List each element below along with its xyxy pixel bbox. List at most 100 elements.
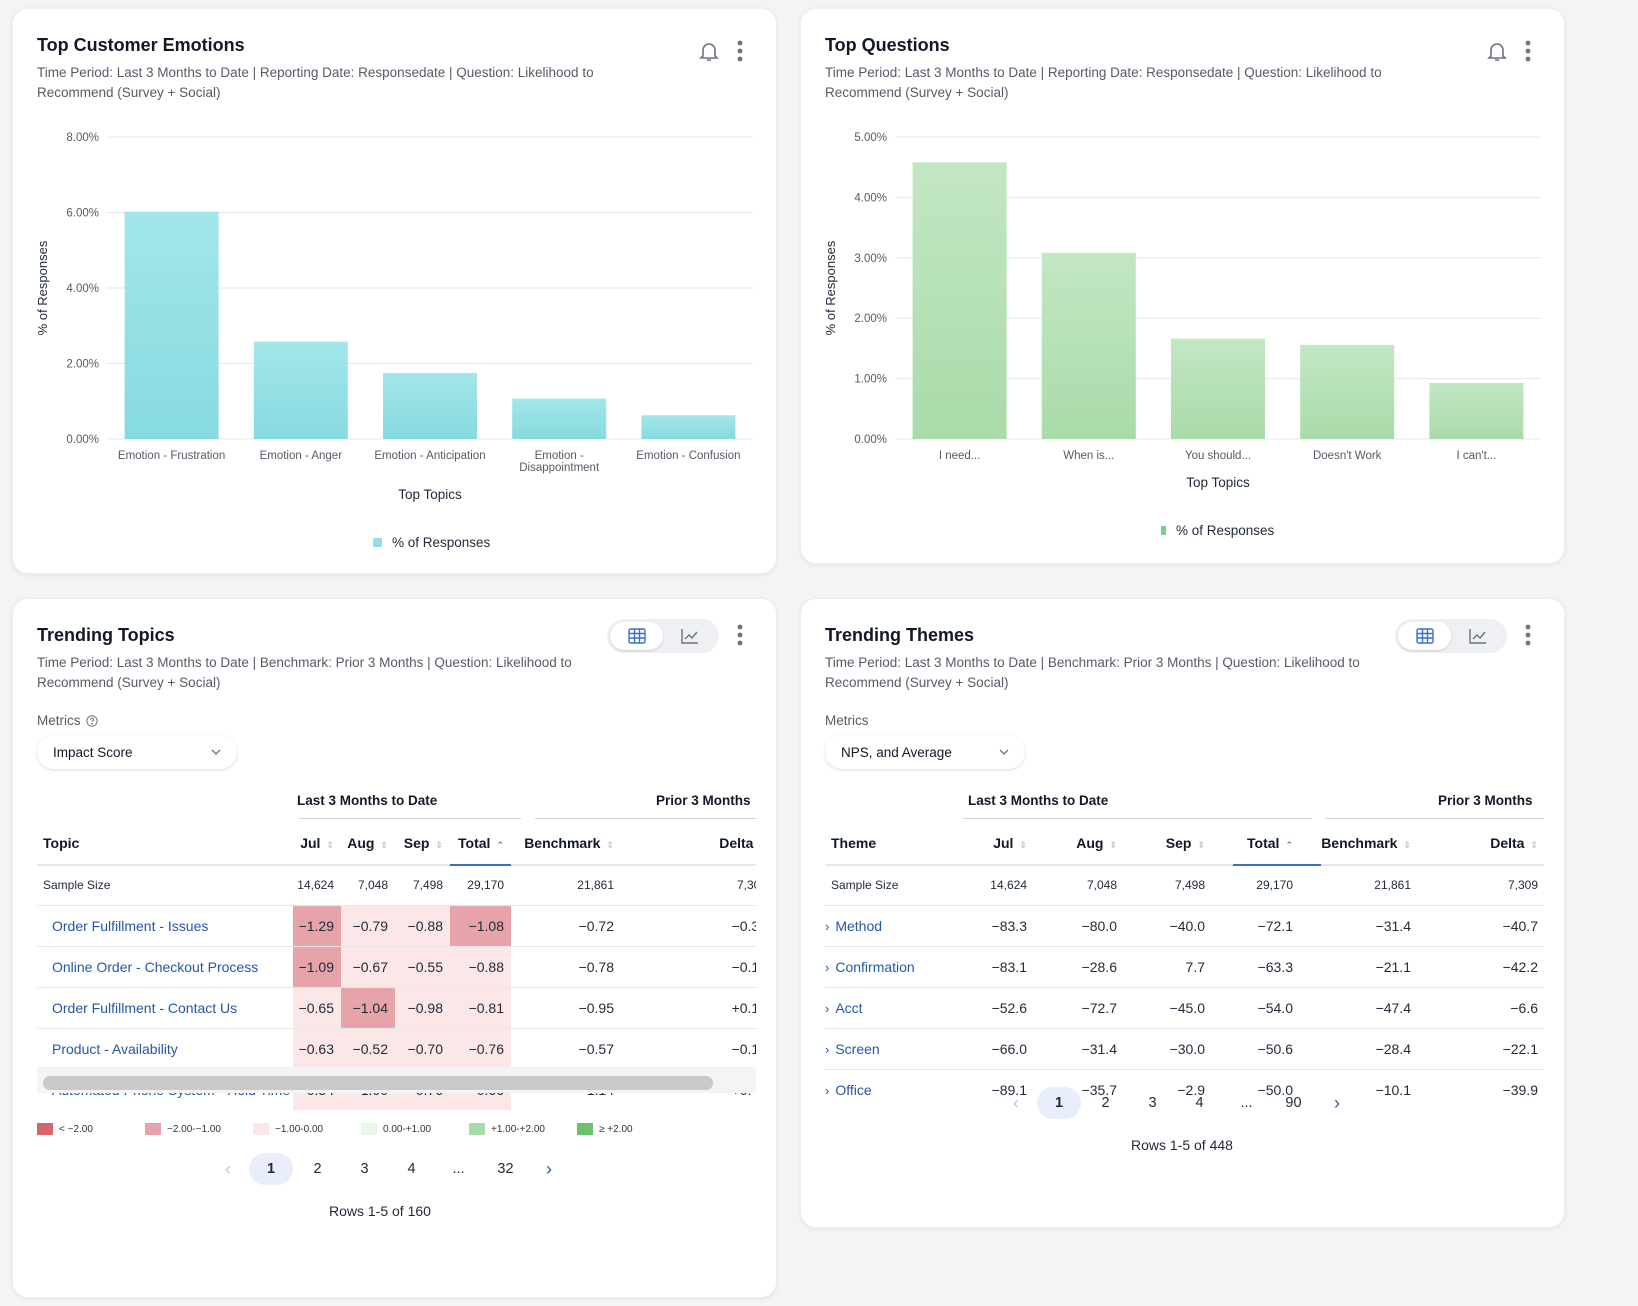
row-link[interactable]: Confirmation (835, 958, 915, 975)
column-header-total[interactable]: Total ⌃ (450, 821, 511, 866)
sort-icon[interactable]: ⇕ (1197, 839, 1205, 850)
y-tick-label: 4.00% (66, 283, 99, 295)
x-tick-label: I need... (939, 450, 981, 462)
bar[interactable] (253, 341, 348, 439)
metrics-dropdown[interactable]: NPS, and Average (825, 735, 1025, 769)
chevron-right-icon[interactable]: › (825, 1082, 830, 1098)
column-header-total[interactable]: Total ⌃ (1233, 821, 1321, 866)
column-header-delta[interactable]: Delta⇕ (1439, 821, 1544, 865)
chart-view-button[interactable] (1451, 622, 1504, 650)
chevron-left-icon[interactable]: ‹ (225, 1158, 231, 1179)
x-tick-label: I can't... (1456, 450, 1496, 462)
y-axis-label: % of Responses (823, 240, 838, 335)
sort-icon[interactable]: ⇕ (606, 839, 614, 850)
row-link[interactable]: Office (835, 1081, 872, 1098)
sort-icon[interactable]: ⇕ (326, 839, 334, 850)
bar[interactable] (912, 162, 1007, 440)
row-link[interactable]: Order Fulfillment - Contact Us (52, 999, 238, 1016)
bar[interactable] (1041, 252, 1136, 439)
more-vertical-icon[interactable] (1514, 621, 1542, 649)
bar[interactable] (1171, 338, 1265, 439)
page-button[interactable]: 4 (1195, 1095, 1204, 1111)
heatmap-legend-label: < −2.00 (59, 1123, 93, 1135)
bar[interactable] (1429, 382, 1524, 439)
column-header-delta[interactable]: Delta⇕ (628, 821, 756, 865)
heatmap-legend-item: −2.00-−1.00 (145, 1123, 253, 1135)
sort-ascending-icon[interactable]: ⌃ (1285, 839, 1293, 850)
sort-icon[interactable]: ⇕ (380, 839, 388, 850)
page-button[interactable]: 2 (1101, 1095, 1110, 1111)
sort-icon[interactable]: ⇕ (1019, 839, 1027, 850)
sort-icon[interactable]: ⇕ (1109, 839, 1117, 850)
trending-themes-table: Theme Jul ⇕ Aug ⇕ Sep ⇕ Total ⌃ Benchmark ⇕ Delta ⇕ … (825, 821, 1544, 1110)
page-button[interactable]: 1 (1037, 1087, 1081, 1119)
bar[interactable] (512, 398, 607, 439)
column-header-benchmark[interactable]: Benchmark ⇕ (511, 821, 628, 865)
value-cell: −1.04 (341, 986, 395, 1028)
page-button[interactable]: 1 (249, 1153, 293, 1185)
page-button[interactable]: 2 (313, 1161, 322, 1177)
more-vertical-icon[interactable] (1514, 37, 1542, 65)
value-cell: −0.78 (511, 945, 628, 987)
bar[interactable] (1300, 344, 1395, 439)
heatmap-legend-item: < −2.00 (37, 1123, 145, 1135)
page-button[interactable]: 32 (497, 1161, 514, 1177)
chevron-right-icon[interactable]: › (1334, 1092, 1340, 1113)
sort-icon[interactable]: ⇕ (435, 839, 443, 850)
bar[interactable] (641, 415, 736, 439)
column-header-jul[interactable]: Jul ⇕ (293, 821, 341, 865)
value-cell: −22.1 (1439, 1027, 1544, 1069)
chevron-right-icon[interactable]: › (825, 1041, 830, 1057)
value-cell: −21.1 (1321, 945, 1439, 987)
column-header-benchmark[interactable]: Benchmark ⇕ (1321, 821, 1439, 865)
horizontal-scrollbar[interactable] (43, 1076, 713, 1090)
chevron-left-icon[interactable]: ‹ (1013, 1092, 1019, 1113)
table-view-button[interactable] (610, 622, 663, 650)
sort-ascending-icon[interactable]: ⌃ (496, 839, 504, 850)
emotions-card: Top Customer Emotions Time Period: Last … (12, 8, 777, 574)
bar[interactable] (124, 211, 219, 439)
page-button[interactable]: 3 (360, 1161, 369, 1177)
value-cell: −0.88 (450, 945, 511, 987)
chevron-right-icon[interactable]: › (825, 1000, 830, 1016)
bell-icon[interactable] (695, 37, 723, 65)
metrics-dropdown[interactable]: Impact Score (37, 735, 237, 769)
page-button[interactable]: 4 (407, 1161, 416, 1177)
heatmap-legend-label: −1.00-0.00 (275, 1123, 324, 1135)
heatmap-legend-swatch (361, 1123, 377, 1135)
y-tick-label: 6.00% (66, 208, 99, 220)
column-header-sep[interactable]: Sep ⇕ (1145, 821, 1233, 865)
column-header-jul[interactable]: Jul ⇕ (975, 821, 1055, 865)
table-view-button[interactable] (1398, 622, 1451, 650)
x-axis-label: Top Topics (398, 487, 462, 502)
chart-view-button[interactable] (663, 622, 716, 650)
value-cell: −1.29 (293, 904, 341, 946)
row-link[interactable]: Acct (835, 999, 863, 1016)
sort-icon[interactable]: ⇕ (1403, 839, 1411, 850)
help-circle-icon[interactable] (85, 714, 98, 727)
row-link[interactable]: Order Fulfillment - Issues (52, 917, 209, 934)
column-header-sep[interactable]: Sep ⇕ (395, 821, 450, 865)
bar[interactable] (383, 372, 477, 439)
chevron-right-icon[interactable]: › (825, 918, 830, 934)
sort-icon[interactable]: ⇕ (1530, 839, 1538, 850)
chevron-right-icon[interactable]: › (546, 1158, 552, 1179)
column-header-theme: Theme (825, 821, 975, 865)
x-tick-label: Disappointment (519, 462, 600, 474)
row-link[interactable]: Product - Availability (52, 1040, 178, 1057)
sample-size-row: Sample Size 14,624 7,048 7,498 29,170 21,861 7… (825, 864, 1544, 905)
column-header-aug[interactable]: Aug ⇕ (341, 821, 395, 865)
bell-icon[interactable] (1483, 37, 1511, 65)
trending-topics-subtitle: Time Period: Last 3 Months to Date | Ben… (37, 655, 572, 690)
questions-legend: % of Responses (1161, 523, 1274, 538)
more-vertical-icon[interactable] (726, 621, 754, 649)
row-link[interactable]: Method (835, 917, 883, 934)
page-button[interactable]: 90 (1285, 1095, 1302, 1111)
row-link[interactable]: Online Order - Checkout Process (52, 958, 259, 975)
column-header-aug[interactable]: Aug ⇕ (1055, 821, 1145, 865)
chevron-right-icon[interactable]: › (825, 959, 830, 975)
legend-label: % of Responses (1176, 523, 1275, 538)
page-button[interactable]: 3 (1148, 1095, 1157, 1111)
more-vertical-icon[interactable] (726, 37, 754, 65)
row-link[interactable]: Screen (835, 1040, 880, 1057)
